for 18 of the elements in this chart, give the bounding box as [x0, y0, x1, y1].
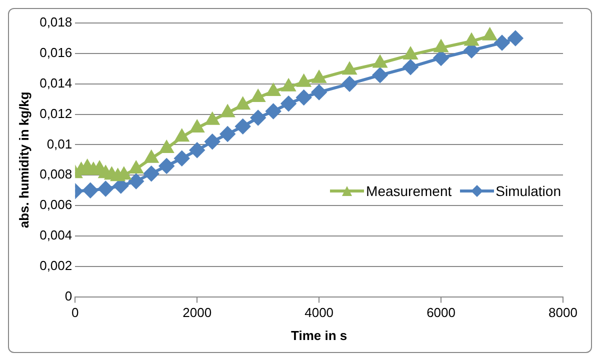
y-tick-label: 0,018: [40, 14, 72, 30]
y-tick-label: 0: [64, 288, 72, 304]
x-tick-label: 2000: [182, 305, 212, 320]
y-tick-label: 0,008: [40, 166, 72, 182]
y-tick-label: 0,01: [46, 136, 72, 152]
x-tick-label: 6000: [426, 305, 456, 320]
y-tick-label: 0,014: [40, 75, 72, 90]
y-axis-title: abs. humidity in kg/kg: [16, 92, 32, 228]
x-axis-title: Time in s: [291, 328, 348, 343]
y-tick-label: 0,012: [40, 106, 72, 121]
legend-label: Measurement: [366, 183, 452, 199]
y-tick-label: 0,016: [40, 45, 72, 60]
y-tick-label: 0,006: [40, 197, 72, 212]
legend-label: Simulation: [496, 183, 561, 199]
y-tick-label: 0,002: [40, 258, 72, 273]
x-tick-label: 8000: [548, 305, 578, 320]
x-tick-label: 4000: [304, 305, 334, 320]
y-tick-label: 0,004: [40, 228, 72, 243]
